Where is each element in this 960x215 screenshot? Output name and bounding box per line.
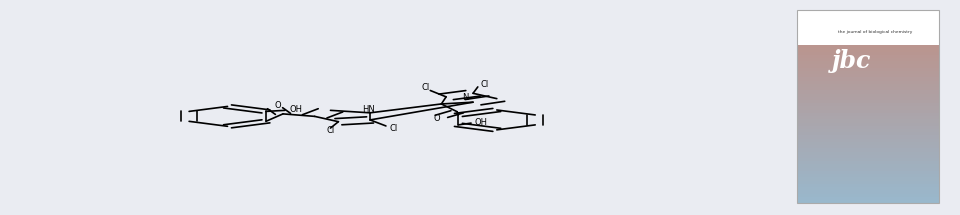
Bar (797, 10, 939, 203)
Bar (797, 132, 939, 135)
Text: O: O (275, 101, 281, 110)
Bar (797, 190, 939, 194)
Bar (797, 110, 939, 113)
Bar (797, 177, 939, 181)
Bar (797, 48, 939, 52)
Text: jbc: jbc (832, 49, 872, 73)
Bar (797, 168, 939, 171)
Bar (797, 161, 939, 164)
Text: Cl: Cl (421, 83, 430, 92)
Text: Cl: Cl (389, 124, 397, 133)
Bar (797, 116, 939, 119)
Bar (797, 142, 939, 145)
Bar (797, 90, 939, 94)
Text: HN: HN (362, 105, 374, 114)
Bar (797, 84, 939, 87)
Bar (797, 68, 939, 71)
Bar (797, 55, 939, 58)
Bar (797, 103, 939, 106)
Bar (797, 123, 939, 126)
Bar (797, 19, 939, 23)
Bar (797, 58, 939, 61)
Bar (797, 184, 939, 187)
Bar (797, 61, 939, 64)
Bar (797, 39, 939, 42)
Bar (797, 97, 939, 100)
Bar (797, 32, 939, 35)
Bar (797, 152, 939, 155)
Bar (797, 197, 939, 200)
Bar (797, 100, 939, 103)
Bar (797, 29, 939, 32)
Text: Cl: Cl (481, 80, 490, 89)
Bar (797, 200, 939, 203)
Bar (797, 10, 939, 13)
Bar (797, 148, 939, 152)
Bar (797, 194, 939, 197)
Bar (797, 81, 939, 84)
Text: OH: OH (290, 105, 302, 114)
Bar (797, 74, 939, 77)
Bar (797, 155, 939, 158)
Text: OH: OH (474, 118, 488, 127)
Bar (797, 45, 939, 48)
Bar (797, 174, 939, 177)
Bar (797, 119, 939, 123)
Bar (797, 77, 939, 81)
Bar (797, 26, 939, 29)
Text: O: O (433, 114, 440, 123)
Bar (797, 181, 939, 184)
Bar (797, 42, 939, 45)
Bar (797, 145, 939, 148)
Bar (797, 106, 939, 110)
Bar (797, 158, 939, 161)
Bar (797, 129, 939, 132)
Bar (797, 135, 939, 139)
Bar (797, 139, 939, 142)
Bar (797, 113, 939, 116)
Bar (797, 94, 939, 97)
Bar (797, 126, 939, 129)
Bar (797, 13, 939, 16)
Bar (797, 187, 939, 190)
Bar (797, 171, 939, 174)
Bar (797, 16, 939, 19)
Bar (797, 87, 939, 90)
Bar (797, 64, 939, 68)
Bar (797, 10, 939, 45)
Text: Cl: Cl (326, 126, 335, 135)
Bar (797, 35, 939, 39)
Text: the journal of biological chemistry: the journal of biological chemistry (838, 30, 912, 34)
Bar (797, 23, 939, 26)
Bar (797, 52, 939, 55)
Text: N: N (462, 94, 468, 102)
Bar (797, 164, 939, 168)
Bar (797, 71, 939, 74)
